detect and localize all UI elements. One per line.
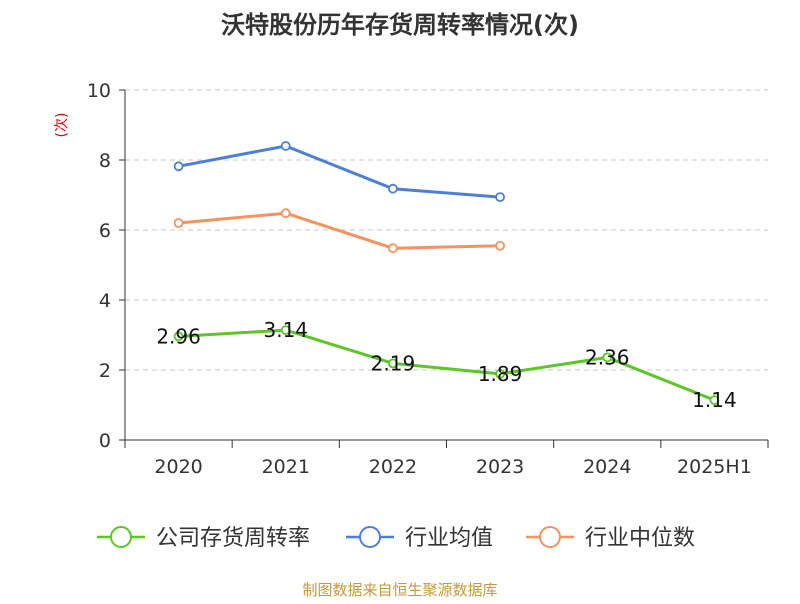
x-tick-label: 2024 — [583, 456, 631, 478]
data-label: 2.96 — [156, 324, 201, 348]
data-point — [280, 208, 291, 219]
data-label-layer: 2.96 3.14 2.19 1.89 2.36 1.14 — [156, 318, 736, 412]
x-tick-label: 2025H1 — [677, 456, 752, 478]
data-point — [495, 192, 505, 203]
series-layer — [173, 141, 720, 406]
data-label: 3.14 — [263, 318, 308, 342]
data-point — [173, 218, 184, 228]
grid-layer — [125, 89, 768, 371]
data-point — [388, 243, 398, 254]
data-point — [280, 325, 291, 336]
x-tick-label: 2023 — [476, 456, 524, 478]
y-tick-label: 8 — [99, 150, 111, 172]
data-point — [709, 395, 720, 406]
y-tick-label: 6 — [99, 220, 111, 242]
data-point — [495, 368, 505, 379]
series-line — [177, 144, 502, 199]
chart-title: 沃特股份历年存货周转率情况(次) — [221, 11, 579, 39]
data-point — [602, 352, 613, 363]
data-label: 2.36 — [585, 345, 630, 369]
source-note: 制图数据来自恒生聚源数据库 — [302, 581, 497, 599]
legend-label: 行业中位数 — [585, 526, 695, 551]
data-point — [280, 141, 291, 151]
data-point — [388, 183, 398, 194]
y-tick-label: 2 — [99, 360, 111, 382]
legend-item: 公司存货周转率 — [97, 526, 310, 551]
y-axis-unit-label: (次) — [54, 113, 70, 138]
legend-marker — [359, 526, 381, 548]
legend-marker — [110, 526, 132, 548]
y-tick-label: 4 — [99, 290, 111, 312]
legend-item: 行业中位数 — [526, 526, 695, 551]
axis-layer: 0 2 4 6 8 10 2020 2021 2022 2023 2024 2025H1 — [87, 80, 769, 478]
data-point — [495, 240, 505, 251]
legend-marker — [539, 526, 561, 548]
series-line — [177, 328, 716, 402]
data-label: 1.14 — [692, 388, 737, 412]
series-line — [177, 211, 502, 250]
legend-label: 行业均值 — [405, 526, 493, 551]
data-label: 1.89 — [478, 362, 523, 386]
y-tick-label: 0 — [99, 430, 111, 452]
y-tick-label: 10 — [87, 80, 111, 102]
legend-label: 公司存货周转率 — [156, 526, 310, 551]
legend-item: 行业均值 — [346, 526, 493, 551]
data-point — [173, 331, 184, 342]
data-point — [173, 161, 184, 172]
x-tick-label: 2020 — [154, 456, 202, 478]
data-label: 2.19 — [371, 351, 416, 375]
x-tick-label: 2022 — [369, 456, 417, 478]
legend: 公司存货周转率 行业均值 行业中位数 — [97, 526, 695, 551]
x-tick-label: 2021 — [262, 456, 310, 478]
data-point — [388, 358, 398, 369]
